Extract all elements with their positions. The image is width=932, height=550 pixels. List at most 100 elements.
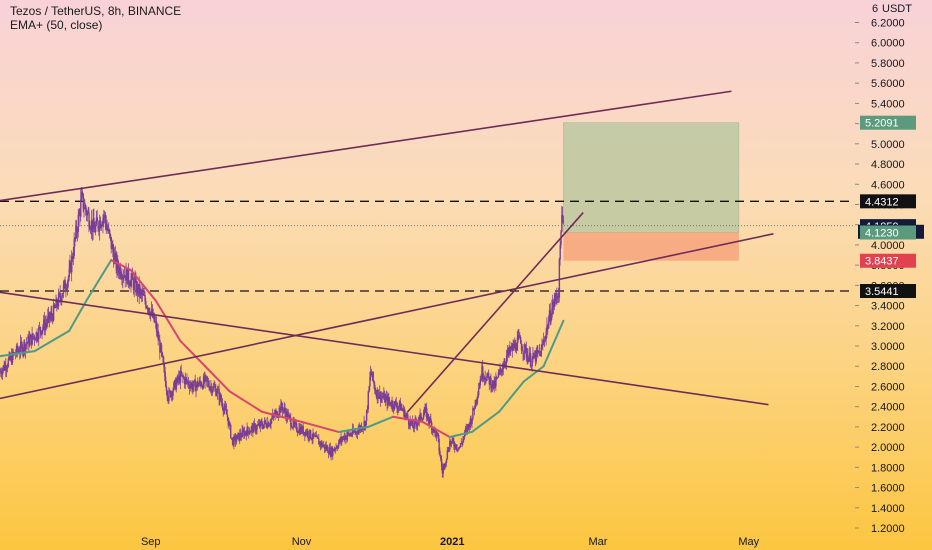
candle-body	[59, 293, 61, 298]
ema-line-segment	[367, 415, 394, 428]
candle-body	[38, 327, 40, 340]
candle-body	[36, 332, 38, 339]
candle-body	[316, 435, 318, 438]
candle-body	[311, 438, 313, 440]
candle-body	[186, 378, 188, 382]
candle-body	[113, 254, 116, 264]
candle-body	[227, 417, 229, 426]
candle-body	[508, 347, 510, 354]
candle-body	[370, 371, 372, 378]
candle-body	[184, 377, 187, 385]
candle-body	[463, 436, 465, 440]
candle-body	[271, 417, 273, 420]
candle-body	[281, 406, 284, 412]
candle-body	[304, 431, 307, 436]
candle-body	[90, 229, 92, 231]
candle-body	[288, 414, 290, 416]
candle-body	[15, 345, 18, 355]
candle-body	[96, 217, 98, 222]
axis-top-tick: 6	[872, 3, 878, 15]
candle-body	[94, 224, 97, 233]
candle-body	[537, 350, 539, 353]
candle-body	[289, 415, 291, 418]
candle-body	[187, 381, 189, 383]
candle-body	[23, 342, 25, 350]
candle-body	[164, 366, 166, 377]
candle-body	[143, 295, 145, 297]
candle-body	[255, 429, 257, 432]
candle-body	[67, 277, 70, 282]
candle-body	[458, 447, 460, 450]
candle-body	[309, 430, 311, 439]
candle-body	[549, 310, 552, 322]
candle-body	[407, 414, 409, 419]
candle-body	[267, 422, 269, 428]
candle-body	[479, 379, 482, 386]
candle-body	[518, 335, 520, 337]
candle-body	[307, 431, 309, 438]
candle-body	[559, 244, 561, 260]
candle-body	[505, 355, 508, 363]
candle-body	[71, 256, 73, 273]
candle-body	[482, 377, 485, 380]
candle-body	[233, 436, 235, 446]
candle-body	[346, 436, 348, 440]
candle-body	[43, 319, 45, 328]
candle-body	[94, 228, 96, 233]
candle-body	[266, 426, 268, 428]
candle-body	[333, 449, 336, 451]
price-level-tag: 4.1230	[860, 225, 916, 240]
candle-body	[337, 443, 340, 448]
candle-body	[166, 390, 169, 398]
candle-body	[406, 414, 408, 416]
candle-body	[523, 353, 525, 355]
candle-body	[269, 424, 271, 426]
candle-body	[210, 385, 212, 388]
candle-body	[181, 374, 183, 376]
candle-body	[132, 279, 135, 291]
candle-body	[439, 450, 441, 456]
candle-body	[104, 214, 106, 216]
candle-body	[8, 354, 10, 360]
candle-body	[107, 228, 109, 232]
candle-body	[195, 385, 197, 392]
candle-body	[29, 334, 32, 339]
candle-body	[328, 447, 331, 455]
candle-body	[379, 391, 381, 398]
candle-body	[327, 447, 329, 453]
candle-body	[541, 344, 543, 348]
candle-body	[237, 433, 239, 435]
candle-body	[401, 407, 403, 410]
candle-body	[208, 385, 211, 390]
candle-body	[99, 220, 102, 228]
candle-body	[547, 325, 549, 329]
candle-body	[155, 321, 158, 333]
candle-body	[124, 275, 127, 281]
candle-body	[381, 396, 383, 398]
candle-body	[37, 338, 39, 340]
candle-body	[93, 218, 95, 229]
candle-body	[519, 337, 522, 344]
candle-body	[182, 374, 184, 378]
candle-body	[98, 228, 100, 231]
candle-body	[108, 229, 110, 232]
candle-body	[542, 343, 544, 345]
candle-body	[480, 379, 482, 381]
candle-body	[171, 392, 173, 396]
candle-body	[201, 385, 203, 387]
candle-body	[315, 435, 318, 437]
ema-line-segment	[542, 319, 565, 368]
candle-body	[185, 377, 187, 379]
candle-body	[367, 391, 369, 410]
candle-body	[24, 344, 27, 352]
candle-body	[342, 435, 345, 439]
candle-body	[408, 424, 411, 427]
candle-body	[492, 380, 495, 388]
candle-body	[416, 423, 418, 426]
candle-body	[302, 426, 304, 435]
candle-body	[175, 382, 178, 390]
candle-body	[507, 350, 510, 354]
candle-body	[551, 308, 553, 318]
candle-body	[206, 380, 209, 382]
